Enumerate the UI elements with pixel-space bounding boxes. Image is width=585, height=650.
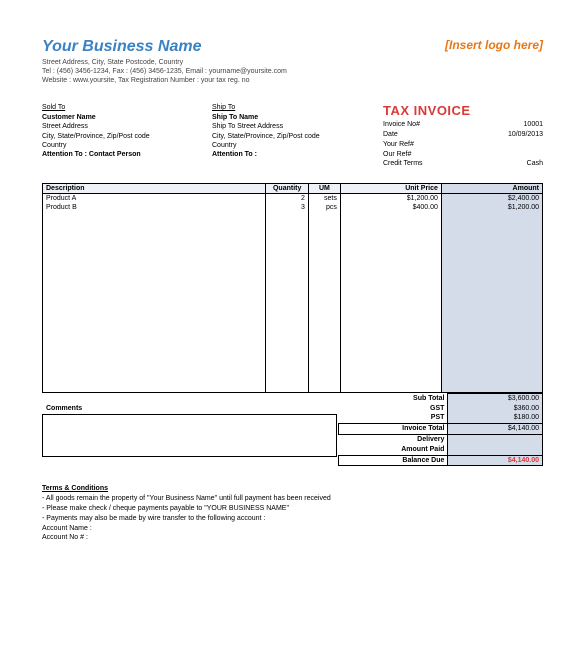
business-name: Your Business Name (42, 38, 201, 56)
ship-to-country: Country (212, 141, 372, 150)
items-table: Description Quantity UM Unit Price Amoun… (42, 183, 543, 393)
table-filler (43, 212, 543, 392)
ship-to-label: Ship To (212, 103, 372, 112)
delivery-value (448, 434, 543, 444)
table-row: Product B 3 pcs $400.00 $1,200.00 (43, 203, 543, 212)
credit-terms-label: Credit Terms (383, 159, 423, 169)
web-line: Website : www.yoursite, Tax Registration… (42, 76, 543, 85)
cell-qty: 2 (266, 194, 309, 204)
terms-line: - Payments may also be made by wire tran… (42, 514, 543, 524)
col-description: Description (43, 184, 266, 194)
pst-value: $180.00 (448, 413, 543, 423)
gst-label: GST (339, 404, 448, 414)
paid-value (448, 445, 543, 455)
delivery-label: Delivery (339, 434, 448, 444)
sold-to-block: Sold To Customer Name Street Address Cit… (42, 103, 202, 169)
customer-name: Customer Name (42, 113, 202, 122)
col-unit-price: Unit Price (340, 184, 441, 194)
logo-placeholder: [Insert logo here] (445, 38, 543, 52)
invoice-total-label: Invoice Total (339, 424, 448, 435)
sold-to-country: Country (42, 141, 202, 150)
cell-qty: 3 (266, 203, 309, 212)
paid-label: Amount Paid (339, 445, 448, 455)
terms-line: Account Name : (42, 524, 543, 534)
invoice-total-value: $4,140.00 (448, 424, 543, 435)
terms-block: Terms & Conditions - All goods remain th… (42, 484, 543, 543)
subtotal-value: $3,600.00 (448, 393, 543, 403)
comments-label: Comments (42, 403, 337, 415)
cell-um: pcs (308, 203, 340, 212)
terms-line: Account No # : (42, 533, 543, 543)
ship-to-attention: Attention To : (212, 150, 372, 159)
sold-to-city: City, State/Province, Zip/Post code (42, 132, 202, 141)
cell-price: $400.00 (340, 203, 441, 212)
address-line: Street Address, City, State Postcode, Co… (42, 58, 543, 67)
totals-block: Sub Total$3,600.00 GST$360.00 PST$180.00… (338, 393, 543, 467)
invoice-date: 10/09/2013 (508, 130, 543, 140)
cell-price: $1,200.00 (340, 194, 441, 204)
subtotal-label: Sub Total (339, 393, 448, 403)
comments-block: Comments (42, 393, 337, 467)
balance-label: Balance Due (339, 455, 448, 466)
invoice-date-label: Date (383, 130, 398, 140)
ship-to-name: Ship To Name (212, 113, 372, 122)
ship-to-street: Ship To Street Address (212, 122, 372, 131)
cell-amount: $1,200.00 (441, 203, 542, 212)
terms-line: - Please make check / cheque payments pa… (42, 504, 543, 514)
terms-title: Terms & Conditions (42, 484, 543, 494)
sold-to-attention: Attention To : Contact Person (42, 150, 202, 159)
cell-um: sets (308, 194, 340, 204)
col-amount: Amount (441, 184, 542, 194)
comments-box[interactable] (42, 415, 337, 457)
cell-desc: Product B (43, 203, 266, 212)
cell-desc: Product A (43, 194, 266, 204)
gst-value: $360.00 (448, 404, 543, 414)
ship-to-city: City, State/Province, Zip/Post code (212, 132, 372, 141)
terms-line: - All goods remain the property of "Your… (42, 494, 543, 504)
contact-line: Tel : (456) 3456-1234, Fax : (456) 3456-… (42, 67, 543, 76)
table-row: Product A 2 sets $1,200.00 $2,400.00 (43, 194, 543, 204)
cell-amount: $2,400.00 (441, 194, 542, 204)
invoice-meta: TAX INVOICE Invoice No# 10001 Date 10/09/2… (383, 103, 543, 169)
credit-terms: Cash (527, 159, 543, 169)
pst-label: PST (339, 413, 448, 423)
our-ref-label: Our Ref# (383, 150, 411, 160)
balance-value: $4,140.00 (448, 455, 543, 466)
your-ref-label: Your Ref# (383, 140, 414, 150)
sold-to-label: Sold To (42, 103, 202, 112)
sold-to-street: Street Address (42, 122, 202, 131)
ship-to-block: Ship To Ship To Name Ship To Street Addr… (212, 103, 372, 169)
col-quantity: Quantity (266, 184, 309, 194)
tax-invoice-title: TAX INVOICE (383, 103, 543, 118)
col-um: UM (308, 184, 340, 194)
invoice-no-label: Invoice No# (383, 120, 420, 130)
invoice-no: 10001 (524, 120, 543, 130)
